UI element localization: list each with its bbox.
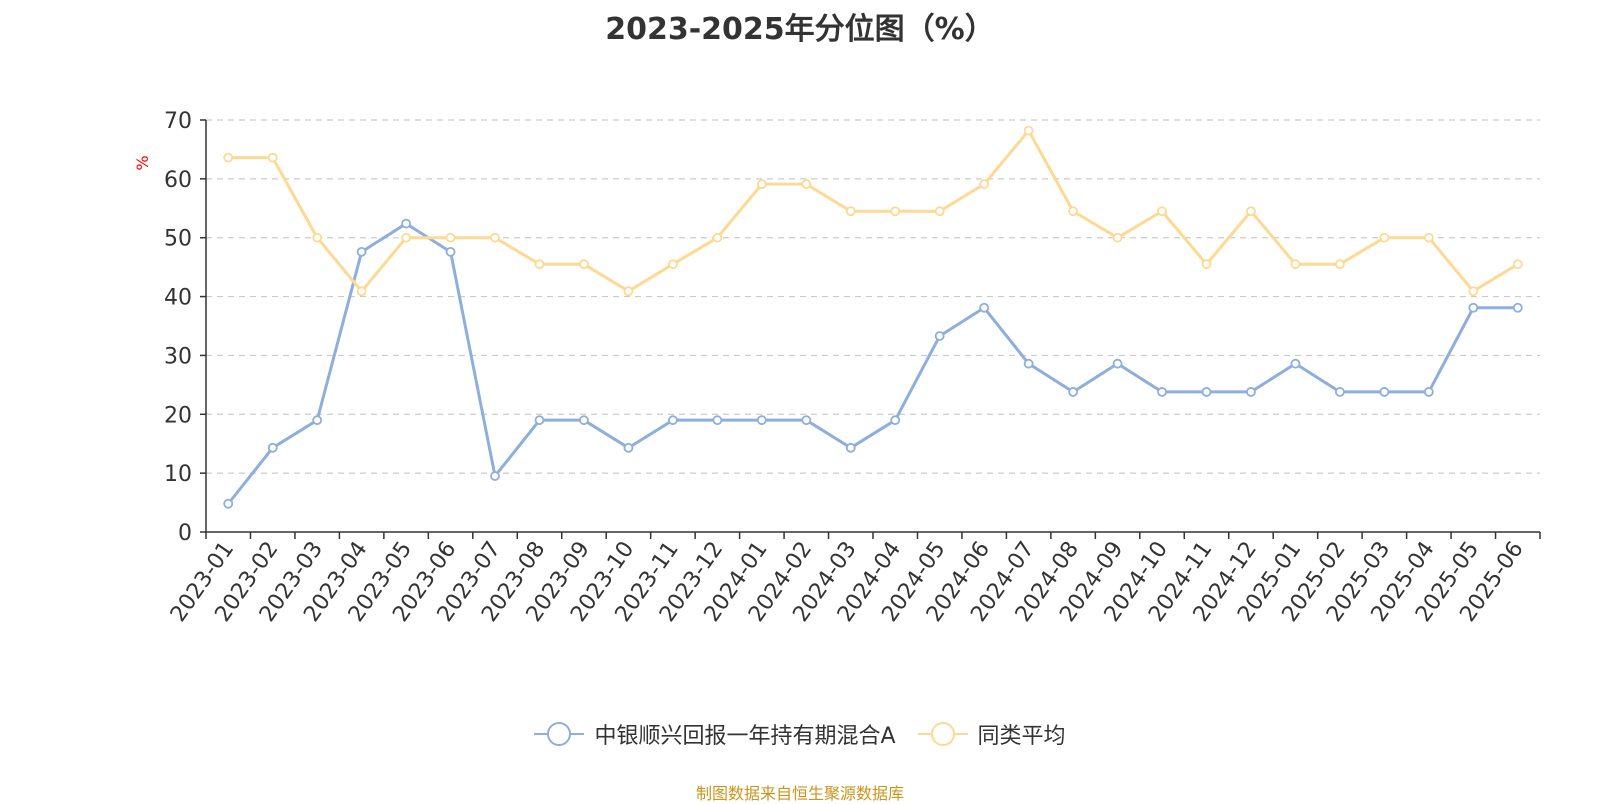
- data-point-series-2[interactable]: [1201, 259, 1212, 270]
- chart-title: 2023-2025年分位图（%）: [605, 12, 995, 47]
- legend: 中银顺兴回报一年持有期混合A 同类平均: [0, 718, 1600, 750]
- data-point-series-2[interactable]: [1379, 232, 1390, 243]
- data-point-series-2[interactable]: [1112, 232, 1123, 243]
- data-point-series-2[interactable]: [223, 152, 234, 163]
- data-point-series-2[interactable]: [934, 206, 945, 217]
- data-point-series-1[interactable]: [668, 415, 678, 426]
- legend-item-series-1[interactable]: 中银顺兴回报一年持有期混合A: [534, 718, 896, 750]
- data-point-series-1[interactable]: [1290, 358, 1301, 369]
- data-point-series-1[interactable]: [579, 415, 589, 426]
- data-point-series-2[interactable]: [1512, 259, 1523, 270]
- data-point-series-2[interactable]: [1423, 232, 1434, 243]
- data-point-series-2[interactable]: [1468, 286, 1479, 297]
- legend-label-series-2: 同类平均: [977, 724, 1066, 749]
- legend-marker-series-2: [917, 722, 968, 746]
- data-point-series-1[interactable]: [890, 415, 901, 426]
- data-point-series-2[interactable]: [890, 206, 901, 217]
- legend-label-series-1: 中银顺兴回报一年持有期混合A: [594, 724, 896, 749]
- y-tick-label: 20: [164, 403, 192, 428]
- data-point-series-2[interactable]: [534, 259, 545, 270]
- data-point-series-1[interactable]: [1157, 387, 1167, 397]
- data-point-series-2[interactable]: [979, 179, 990, 190]
- data-point-series-2[interactable]: [445, 232, 456, 243]
- data-point-series-1[interactable]: [1335, 387, 1345, 397]
- data-point-series-1[interactable]: [356, 246, 367, 257]
- data-point-series-1[interactable]: [401, 218, 412, 229]
- data-point-series-1[interactable]: [223, 498, 234, 509]
- data-point-series-1[interactable]: [934, 331, 945, 341]
- data-point-series-2[interactable]: [490, 232, 500, 243]
- data-point-series-2[interactable]: [801, 179, 812, 190]
- data-point-series-2[interactable]: [623, 286, 634, 297]
- legend-marker-series-1: [534, 722, 585, 746]
- y-tick-label: 30: [164, 344, 192, 369]
- data-point-series-1[interactable]: [534, 415, 545, 426]
- series-line-2: [228, 129, 1519, 293]
- data-point-series-2[interactable]: [356, 286, 367, 297]
- data-point-series-1[interactable]: [267, 442, 278, 453]
- data-point-series-1[interactable]: [1379, 387, 1390, 397]
- data-point-series-1[interactable]: [1246, 387, 1256, 397]
- data-point-series-1[interactable]: [1423, 387, 1434, 397]
- data-point-series-1[interactable]: [490, 471, 500, 481]
- source-note: 制图数据来自恒生聚源数据库: [695, 784, 904, 803]
- y-tick-label: 70: [164, 109, 192, 134]
- data-point-series-2[interactable]: [1023, 125, 1034, 136]
- y-tick-label: 10: [164, 462, 192, 487]
- data-point-series-2[interactable]: [579, 259, 589, 270]
- data-point-series-2[interactable]: [1290, 259, 1301, 270]
- data-point-series-2[interactable]: [1068, 206, 1078, 217]
- data-point-series-1[interactable]: [1512, 302, 1523, 313]
- data-point-series-1[interactable]: [312, 415, 323, 426]
- data-point-series-2[interactable]: [712, 232, 723, 243]
- data-point-series-1[interactable]: [1023, 358, 1034, 369]
- data-point-series-2[interactable]: [845, 206, 856, 217]
- series-line-1: [227, 222, 1518, 505]
- data-point-series-1[interactable]: [1112, 358, 1123, 369]
- data-point-series-2[interactable]: [1335, 259, 1345, 270]
- data-point-series-1[interactable]: [1468, 302, 1479, 313]
- axis-layer: 0102030405060702023-012023-022023-032023…: [164, 109, 1541, 627]
- legend-item-series-2[interactable]: 同类平均: [917, 718, 1066, 750]
- data-point-series-2[interactable]: [668, 259, 678, 270]
- series-layer: [223, 125, 1523, 509]
- data-point-series-2[interactable]: [312, 232, 323, 243]
- data-point-series-2[interactable]: [401, 232, 412, 243]
- data-point-series-1[interactable]: [845, 442, 856, 453]
- data-point-series-2[interactable]: [267, 152, 278, 163]
- data-point-series-1[interactable]: [1201, 387, 1212, 397]
- data-point-series-2[interactable]: [756, 179, 767, 190]
- y-tick-label: 60: [164, 168, 192, 193]
- data-point-series-1[interactable]: [1068, 387, 1078, 397]
- data-point-series-1[interactable]: [445, 246, 456, 257]
- data-point-series-1[interactable]: [801, 415, 812, 426]
- data-point-series-2[interactable]: [1157, 206, 1167, 217]
- y-tick-label: 50: [164, 227, 192, 252]
- y-tick-label: 40: [164, 286, 192, 311]
- y-tick-label: 0: [178, 521, 192, 546]
- data-point-series-1[interactable]: [979, 302, 990, 313]
- data-point-series-1[interactable]: [623, 442, 634, 453]
- data-point-series-2[interactable]: [1246, 206, 1256, 217]
- data-point-series-1[interactable]: [712, 415, 723, 426]
- data-point-series-1[interactable]: [756, 415, 767, 426]
- y-axis-label: %: [133, 155, 152, 170]
- grid-layer: [206, 119, 1540, 474]
